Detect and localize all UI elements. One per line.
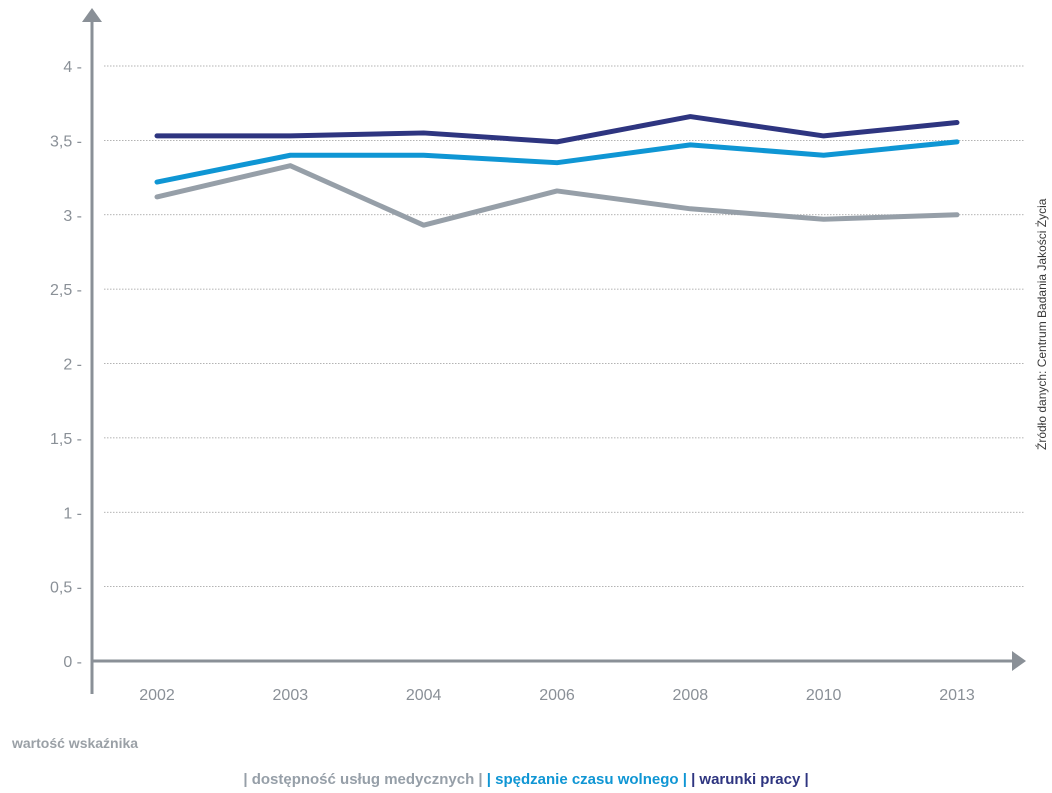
series-line-2 bbox=[154, 114, 960, 145]
x-tick-label: 2004 bbox=[406, 687, 442, 704]
x-tick-label: 2006 bbox=[539, 687, 575, 704]
y-tick-label: 1,5 - bbox=[50, 431, 82, 448]
source-note: Źródło danych: Centrum Badania Jakości Ż… bbox=[1034, 198, 1049, 450]
x-tick-label: 2008 bbox=[673, 687, 709, 704]
y-tick-label: 4 - bbox=[63, 59, 82, 76]
legend-item-2: | warunki pracy | bbox=[691, 771, 809, 788]
y-tick-label: 0,5 - bbox=[50, 580, 82, 597]
y-tick-label: 3,5 - bbox=[50, 133, 82, 150]
y-tick-label: 1 - bbox=[63, 505, 82, 522]
gridlines bbox=[104, 65, 1024, 588]
y-tick-label: 3 - bbox=[63, 208, 82, 225]
axes bbox=[82, 8, 1026, 694]
legend-item-1: | spędzanie czasu wolnego | bbox=[486, 771, 687, 788]
x-tick-label: 2010 bbox=[806, 687, 842, 704]
series-lines bbox=[154, 114, 960, 228]
series-line-1 bbox=[154, 139, 960, 185]
y-axis-label: wartość wskaźnika bbox=[12, 735, 139, 751]
x-tick-label: 2002 bbox=[139, 687, 175, 704]
y-axis-arrow bbox=[82, 8, 102, 22]
x-axis-ticks: 2002 2003 2004 2006 2008 2010 2013 bbox=[139, 687, 975, 704]
y-tick-label: 2 - bbox=[63, 357, 82, 374]
y-tick-label: 0 - bbox=[63, 654, 82, 671]
legend-item-0: | dostępność usług medycznych | bbox=[243, 771, 483, 788]
series-line-0 bbox=[154, 163, 960, 228]
x-tick-label: 2003 bbox=[273, 687, 309, 704]
x-tick-label: 2013 bbox=[939, 687, 975, 704]
y-tick-label: 2,5 - bbox=[50, 282, 82, 299]
y-axis-ticks: 0 - 0,5 - 1 - 1,5 - 2 - 2,5 - 3 - 3,5 - 4 - bbox=[50, 59, 82, 671]
legend: | dostępność usług medycznych | | spędza… bbox=[0, 771, 1052, 788]
x-axis-arrow bbox=[1012, 651, 1026, 671]
